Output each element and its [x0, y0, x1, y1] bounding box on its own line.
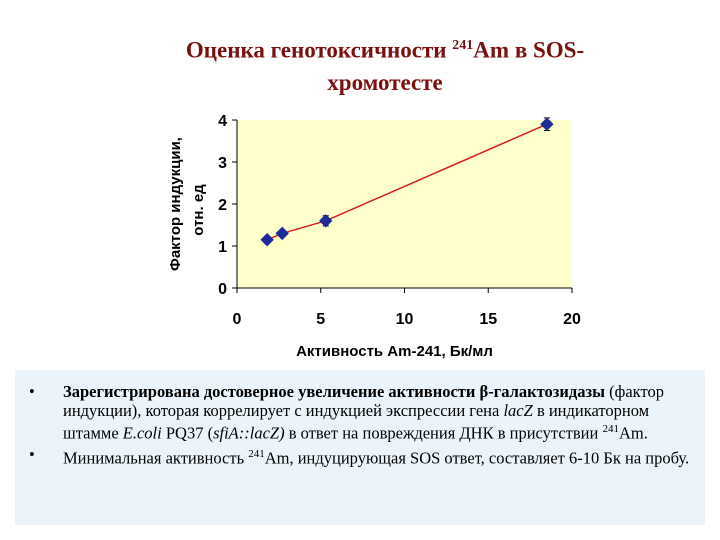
chart-title: Оценка генотоксичности 241Am в SOS- хром…: [120, 30, 650, 99]
x-tick-label: 10: [396, 311, 414, 328]
bullet-2-text-1: Минимальная активность: [63, 448, 249, 467]
x-tick-label: 5: [316, 311, 325, 328]
bullet-1-text-4: в ответ на повреждения ДНК в присутствии: [284, 423, 603, 443]
trend-line: [266, 123, 548, 241]
title-text: Оценка генотоксичности: [185, 37, 453, 63]
plot-area: [237, 120, 572, 288]
summary-textbox: • Зарегистрирована достоверное увеличени…: [15, 370, 705, 525]
bullet-1-text-5: Am.: [618, 423, 648, 443]
y-tick-label: 1: [218, 239, 227, 256]
y-tick-label: 3: [218, 155, 227, 172]
y-axis-label-line1: Фактор индукции,: [167, 137, 184, 271]
x-tick-label: 15: [479, 311, 497, 328]
chart-svg: 0 1 2 3 4 0 5 10 15 20 Активность Am-241, Бк/мл Фак…: [167, 113, 581, 360]
y-tick-label: 4: [218, 113, 227, 130]
bullet-dot: •: [29, 444, 35, 464]
y-tick-label: 2: [218, 197, 227, 214]
title-text-cont: Am в SOS-: [473, 37, 585, 63]
x-axis-label: Активность Am-241, Бк/мл: [296, 343, 493, 360]
bullet-1-gene: lacZ: [503, 401, 533, 420]
data-point: [275, 226, 289, 241]
x-tick-label: 20: [563, 311, 581, 328]
bullet-2-text-2: Am, индуцирующая SOS ответ, составляет 6…: [264, 448, 690, 467]
bullet-1-bold: Зарегистрирована достоверное увеличение …: [63, 382, 606, 401]
title-line2: хромотесте: [327, 69, 443, 95]
bullet-2-superscript: 241: [248, 447, 265, 460]
bullet-1-text-1: (фактор индукции), которая коррелирует с…: [63, 382, 664, 420]
bullet-1-superscript: 241: [602, 423, 619, 435]
data-point: [540, 117, 554, 131]
data-point: [319, 214, 333, 228]
bullet-item-2: • Минимальная активность 241Am, индуциру…: [29, 445, 697, 468]
bullet-1-text-3: PQ37 (: [161, 423, 214, 443]
x-tick-label: 0: [233, 311, 242, 328]
bullet-1-construct: sfiA::lacZ): [213, 423, 285, 443]
y-tick-label: 0: [218, 281, 227, 298]
bullet-item-1: • Зарегистрирована достоверное увеличени…: [29, 382, 697, 443]
bullet-1-organism: E.coli: [122, 423, 162, 443]
data-point: [260, 232, 274, 247]
bullet-dot: •: [29, 382, 35, 401]
bullet-1-text-2: в индикаторном штамме: [63, 401, 650, 443]
title-superscript: 241: [452, 38, 474, 53]
y-axis-label-line2: отн. ед: [190, 184, 207, 236]
